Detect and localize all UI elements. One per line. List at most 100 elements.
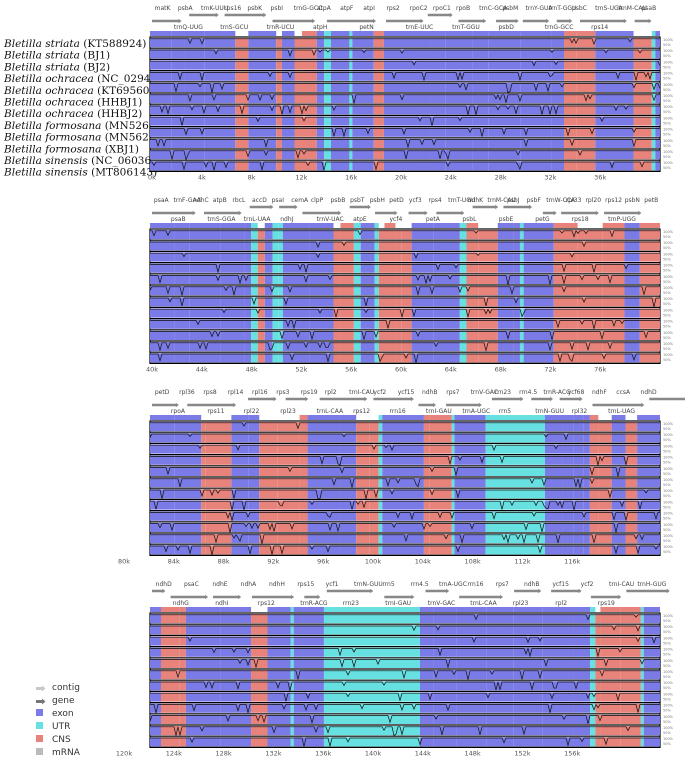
conservation-block [369, 522, 379, 532]
conservation-block [282, 252, 310, 262]
conservation-block [553, 241, 578, 251]
conservation-block [353, 241, 361, 251]
gene-label: trnN-GUU [535, 408, 564, 415]
conservation-block [384, 330, 396, 340]
alignment-row: 100%50% [150, 545, 674, 557]
conservation-block [564, 150, 577, 160]
feature-block [590, 607, 596, 612]
conservation-block [378, 308, 385, 318]
conservation-block [417, 150, 431, 160]
feature-block [330, 31, 350, 36]
alignment-row: 100%50% [150, 116, 674, 128]
conservation-block [251, 342, 258, 352]
gene-label: trnA-UGC [462, 408, 490, 415]
percent-label: 50% [663, 302, 671, 306]
conservation-block [257, 252, 265, 262]
conservation-block [503, 625, 514, 635]
conservation-block [324, 82, 331, 92]
percent-label: 50% [663, 121, 671, 125]
gene-arrow [491, 396, 524, 402]
conservation-block [643, 614, 660, 624]
alignment-row: 100%50% [150, 522, 674, 534]
conservation-block [150, 737, 161, 747]
conservation-block [323, 658, 420, 668]
feature-block [488, 31, 521, 36]
conservation-block [277, 500, 300, 510]
conservation-block [248, 161, 277, 171]
conservation-block [445, 38, 473, 48]
conservation-block [174, 466, 202, 476]
conservation-block [373, 60, 384, 70]
conservation-block [602, 252, 625, 262]
feature-block [150, 31, 172, 36]
conservation-block [324, 94, 331, 104]
conservation-block [589, 489, 599, 499]
position-tick-label: 112k [514, 557, 530, 565]
feature-block [417, 31, 431, 36]
conservation-block [611, 522, 626, 532]
conservation-block [248, 38, 277, 48]
conservation-block [150, 444, 175, 454]
conservation-block [607, 60, 617, 70]
conservation-block [251, 614, 268, 624]
conservation-block [417, 161, 431, 171]
conservation-block [598, 422, 612, 432]
conservation-block [478, 342, 498, 352]
conservation-block [445, 82, 473, 92]
conservation-block [179, 670, 186, 680]
conservation-block [267, 625, 291, 635]
gene-label: rpoC2 [410, 5, 428, 12]
conservation-block [624, 286, 640, 296]
conservation-block [282, 297, 310, 307]
conservation-block [643, 636, 660, 646]
conservation-block [497, 297, 514, 307]
conservation-block [373, 161, 384, 171]
conservation-block [553, 353, 578, 363]
conservation-block [590, 726, 596, 736]
conservation-block [488, 138, 521, 148]
conservation-block [205, 545, 232, 555]
conservation-block [374, 353, 379, 363]
conservation-block [576, 94, 596, 104]
conservation-block [393, 478, 424, 488]
conservation-block [456, 703, 487, 713]
conservation-block [264, 342, 273, 352]
conservation-block [598, 433, 612, 443]
conservation-block [393, 489, 424, 499]
similarity-trace [150, 703, 660, 714]
gene-arrow [189, 12, 219, 18]
conservation-block [259, 489, 278, 499]
position-tick-label: 44k [196, 365, 208, 373]
conservation-block [248, 545, 260, 555]
gene-label: psbN [625, 197, 640, 204]
position-tick-label: 156k [564, 749, 580, 757]
similarity-trace [150, 93, 660, 104]
conservation-block [433, 714, 457, 724]
conservation-block [281, 60, 295, 70]
conservation-block [201, 534, 206, 544]
conservation-block [202, 614, 221, 624]
conservation-block [373, 38, 384, 48]
conservation-block [497, 274, 514, 284]
conservation-block [433, 353, 460, 363]
gene-label: ycf68 [568, 389, 585, 396]
conservation-block [276, 38, 282, 48]
conservation-block [160, 703, 180, 713]
conservation-block [251, 274, 258, 284]
conservation-block [251, 353, 258, 363]
conservation-block [607, 161, 617, 171]
feature-track [150, 223, 660, 228]
conservation-block [174, 422, 202, 432]
gene-label: psbM [502, 5, 518, 12]
conservation-block [542, 658, 574, 668]
conservation-block [624, 274, 640, 284]
conservation-block [643, 714, 660, 724]
position-tick-label: 72k [544, 365, 556, 373]
conservation-block [472, 161, 489, 171]
conservation-block [411, 252, 434, 262]
conservation-block [235, 150, 249, 160]
conservation-block [393, 455, 424, 465]
conservation-block [278, 330, 283, 340]
conservation-block [171, 94, 185, 104]
conservation-block [231, 489, 249, 499]
